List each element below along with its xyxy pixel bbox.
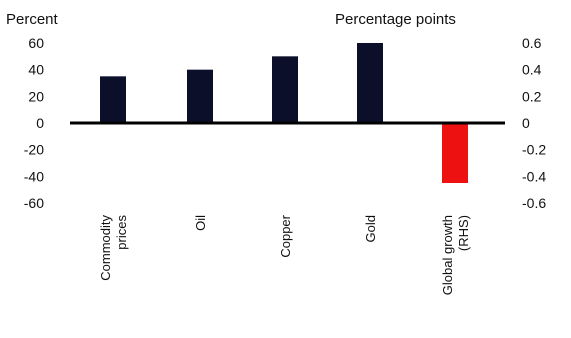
left-tick-label: 0 — [36, 115, 44, 131]
category-label-line: Commodity — [98, 215, 113, 281]
right-axis-unit: Percentage points — [335, 11, 456, 28]
bar — [272, 56, 298, 124]
category-label-line: Copper — [278, 214, 293, 257]
bar — [442, 123, 468, 183]
left-tick-label: -40 — [24, 168, 44, 184]
right-axis-ticks: 0.6 0.4 0.2 0 -0.2 -0.4 -0.6 — [522, 35, 546, 211]
bar — [187, 69, 213, 123]
right-tick-label: 0.2 — [522, 88, 542, 104]
category-label-line: Oil — [193, 215, 208, 231]
category-label: Copper — [278, 214, 293, 257]
bars — [100, 43, 468, 183]
left-tick-label: -20 — [24, 142, 44, 158]
category-label-line: (RHS) — [456, 215, 471, 251]
category-label-line: Gold — [363, 215, 378, 242]
category-label: Gold — [363, 215, 378, 242]
left-tick-label: -60 — [24, 195, 44, 211]
bar — [357, 43, 383, 123]
right-tick-label: -0.4 — [522, 168, 546, 184]
left-axis-unit: Percent — [6, 11, 59, 28]
category-labels: Commodity prices Oil Copper Gold Global growt… — [98, 214, 471, 295]
category-label-line: Global growth — [440, 215, 455, 295]
left-axis-ticks: 60 40 20 0 -20 -40 -60 — [24, 35, 44, 211]
right-tick-label: 0.6 — [522, 35, 542, 51]
left-tick-label: 60 — [28, 35, 44, 51]
category-label-line: prices — [114, 215, 129, 250]
right-tick-label: 0.4 — [522, 62, 542, 78]
right-tick-label: -0.2 — [522, 142, 546, 158]
category-label: Commodity prices — [98, 215, 129, 281]
category-label: Oil — [193, 215, 208, 231]
left-tick-label: 40 — [28, 62, 44, 78]
category-label: Global growth (RHS) — [440, 215, 471, 295]
right-tick-label: 0 — [522, 115, 530, 131]
right-tick-label: -0.6 — [522, 195, 546, 211]
left-tick-label: 20 — [28, 88, 44, 104]
bar — [100, 76, 126, 123]
